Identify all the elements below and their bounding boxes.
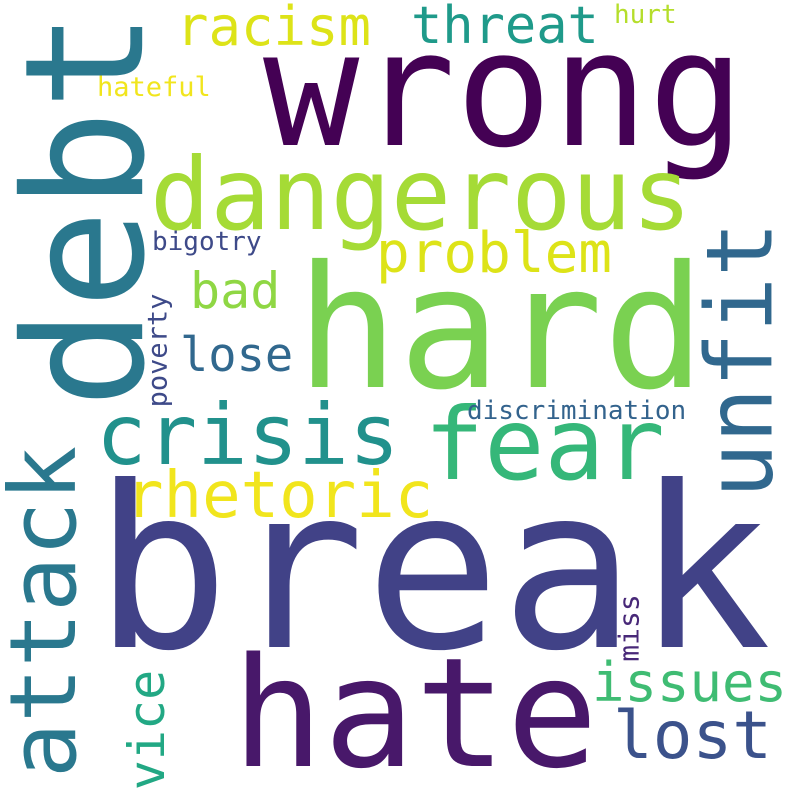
- word-rhetoric: rhetoric: [125, 459, 434, 533]
- word-issues: issues: [592, 651, 788, 714]
- word-miss: miss: [612, 594, 646, 662]
- word-lost: lost: [613, 697, 772, 774]
- word-break: break: [94, 439, 772, 701]
- word-poverty: poverty: [142, 293, 174, 407]
- word-racism: racism: [176, 0, 372, 58]
- word-hate: hate: [232, 625, 599, 800]
- word-threat: threat: [411, 0, 599, 56]
- word-dangerous: dangerous: [150, 136, 692, 253]
- word-bigotry: bigotry: [152, 227, 262, 257]
- word-unfit: unfit: [685, 221, 793, 499]
- word-wrong: wrong: [263, 0, 745, 183]
- word-hateful: hateful: [97, 72, 211, 103]
- word-lose: lose: [180, 328, 294, 383]
- word-crisis: crisis: [96, 386, 400, 484]
- word-vice: vice: [118, 669, 177, 791]
- word-hurt: hurt: [614, 0, 677, 30]
- word-hard: hard: [296, 230, 706, 428]
- word-discrimination: discrimination: [467, 396, 687, 426]
- word-problem: problem: [376, 221, 613, 286]
- word-attack: attack: [0, 445, 98, 779]
- word-bad: bad: [190, 262, 281, 320]
- word-fear: fear: [424, 386, 665, 503]
